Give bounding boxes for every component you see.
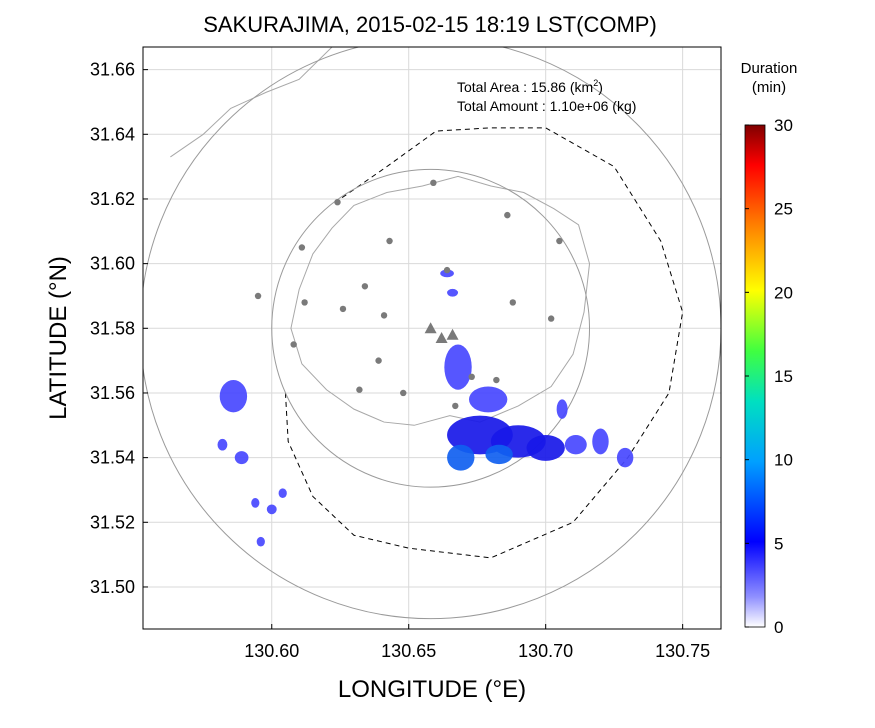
x-tick-label: 130.65 [381,641,436,661]
vent-marker [424,322,437,334]
station-point [400,389,407,397]
colorbar-tick-label: 20 [774,283,793,302]
station-point [430,179,437,186]
station-point [301,299,308,306]
range-ring [143,47,721,620]
coastline [170,47,684,559]
vent-marker [446,328,459,340]
ash-cell [251,498,260,508]
vents [424,322,459,343]
stations [254,179,563,410]
mainland-coastline [170,47,333,158]
colorbar-tick-label: 30 [774,116,793,135]
station-point [356,386,363,393]
ash-cell [447,444,475,471]
y-tick-label: 31.58 [90,318,135,338]
station-point [468,373,475,380]
station-point [361,283,369,290]
y-tick-label: 31.62 [90,189,135,209]
ash-cell [219,380,248,413]
station-point [386,237,393,245]
station-point [380,312,388,319]
colorbar-tick-label: 10 [774,451,793,470]
ash-cell [217,438,228,451]
x-axis-ticks: 130.60 130.65 130.70 130.75 [244,624,710,661]
ash-cell [256,536,265,547]
ash-cell [526,435,565,461]
y-axis-ticks: 31.50 31.52 31.54 31.56 31.58 31.60 31.62 31.64… [90,60,148,597]
total-amount-annotation: Total Amount : 1.10e+06 (kg) [457,98,636,114]
ash-cell [616,447,634,468]
station-point [298,244,306,251]
ash-cell [564,435,587,455]
station-point [254,292,262,300]
colorbar-tick-label: 0 [774,618,783,637]
colorbar-ticks: 0 5 10 15 20 25 30 [745,116,793,637]
ash-cell [447,288,459,297]
y-tick-label: 31.66 [90,60,135,80]
colorbar-title-line2: (min) [752,79,786,96]
colorbar-title-line1: Duration [741,60,798,77]
vent-marker [435,332,448,343]
station-point [547,315,555,322]
station-point [452,402,459,410]
station-point [339,305,347,313]
station-point [509,299,517,306]
y-tick-label: 31.60 [90,254,135,274]
colorbar-tick-label: 15 [774,367,793,386]
y-tick-label: 31.56 [90,383,135,403]
total-area-annotation: Total Area : 15.86 (km2) [457,78,603,95]
station-point [290,341,297,348]
ash-cell [266,504,277,515]
x-axis-label: LONGITUDE (°E) [338,676,526,703]
ash-cell [444,344,472,390]
station-point [504,211,511,219]
station-point [493,376,500,384]
y-tick-label: 31.50 [90,577,135,597]
area-superscript: 2 [593,78,598,88]
y-axis-label: LATITUDE (°N) [45,256,72,420]
station-point [556,237,563,245]
range-ring [271,168,591,488]
colorbar-tick-label: 5 [774,534,783,553]
ash-cell [556,399,568,419]
y-tick-label: 31.52 [90,512,135,532]
ash-cell [278,488,287,499]
x-tick-label: 130.75 [655,641,710,661]
x-tick-label: 130.70 [518,641,573,661]
y-tick-label: 31.64 [90,124,135,144]
chart-title: SAKURAJIMA, 2015-02-15 18:19 LST(COMP) [203,12,657,37]
island-coastline [290,175,591,426]
grid [143,47,721,629]
ash-cell [468,386,508,413]
boundary-dashed-line [284,127,684,559]
station-point [334,199,341,206]
ash-cells [217,269,634,547]
station-point [375,357,382,364]
plot-area [143,47,721,629]
y-tick-label: 31.54 [90,448,135,468]
ash-cell [485,444,513,465]
ash-cell [234,451,249,465]
x-tick-label: 130.60 [244,641,299,661]
range-rings [143,47,721,620]
station-point [443,266,451,274]
colorbar-tick-label: 25 [774,200,793,219]
ash-cell [440,269,454,278]
ash-cell [592,428,609,455]
plot-frame [142,46,722,630]
